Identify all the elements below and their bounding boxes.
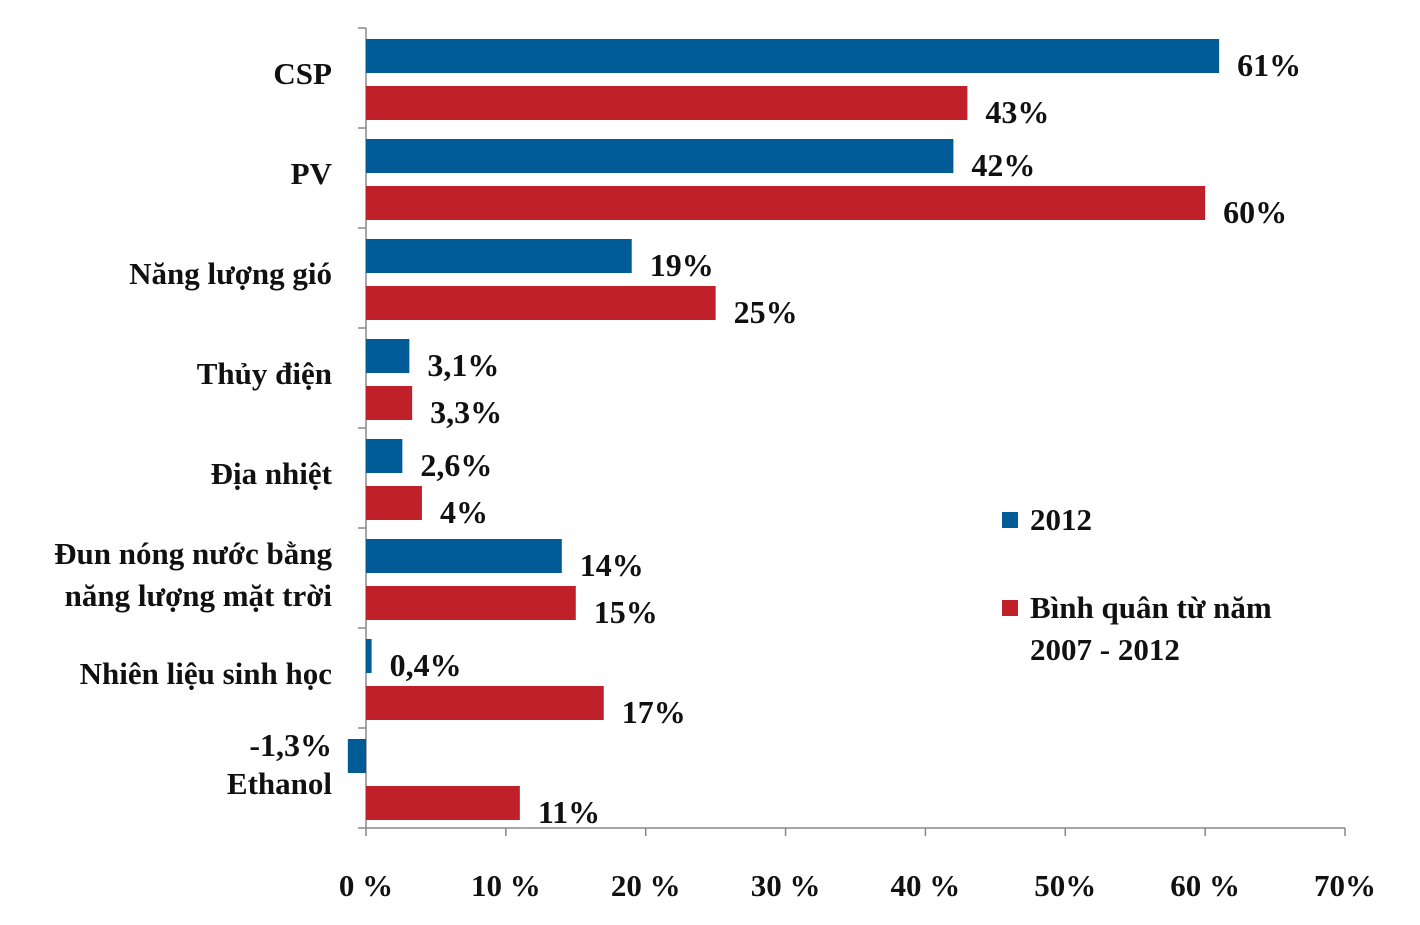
bar-2012-4: [366, 439, 403, 473]
category-label: PV: [290, 156, 332, 191]
data-label: 3,1%: [427, 347, 499, 383]
bar-average-1: [366, 186, 1206, 220]
category-label: Năng lượng gió: [129, 256, 332, 291]
category-label: Đun nóng nước bằng: [54, 536, 332, 571]
data-label: 19%: [650, 247, 714, 283]
x-tick-label: 70%: [1314, 868, 1376, 903]
x-tick-label: 0 %: [339, 868, 393, 903]
chart-tick-labels: 0 % 10 % 20 % 30 % 40 % 50% 60 % 70%: [339, 868, 1376, 903]
legend-label-2012: 2012: [1030, 502, 1092, 537]
x-tick-label: 60 %: [1170, 868, 1240, 903]
category-label: Ethanol: [226, 766, 332, 801]
x-tick-label: 50%: [1034, 868, 1096, 903]
category-label: Nhiên liệu sinh học: [79, 656, 332, 691]
category-label: Thủy điện: [196, 356, 332, 391]
data-label: 4%: [440, 494, 488, 530]
bar-average-3: [366, 386, 413, 420]
data-label: 15%: [594, 594, 658, 630]
bar-average-4: [366, 486, 422, 520]
bar-2012-2: [366, 239, 632, 273]
x-tick-label: 10 %: [471, 868, 541, 903]
bar-average-2: [366, 286, 716, 320]
data-label: 14%: [580, 547, 644, 583]
category-label: năng lượng mặt trời: [64, 578, 332, 613]
bar-2012-0: [366, 39, 1220, 73]
data-label: 17%: [622, 694, 686, 730]
bar-average-5: [366, 586, 576, 620]
x-tick-label: 20 %: [611, 868, 681, 903]
legend-label-average-line2: 2007 - 2012: [1030, 632, 1180, 667]
category-label: CSP: [273, 56, 332, 91]
bar-2012-3: [366, 339, 410, 373]
bar-2012-5: [366, 539, 562, 573]
data-label: 42%: [971, 147, 1035, 183]
category-label: Địa nhiệt: [210, 456, 332, 491]
chart-bars: [347, 39, 1220, 820]
data-label: 25%: [734, 294, 798, 330]
data-label: 2,6%: [420, 447, 492, 483]
data-label: 11%: [538, 794, 600, 830]
data-label: -1,3%: [249, 727, 332, 763]
x-tick-label: 40 %: [891, 868, 961, 903]
bar-average-0: [366, 86, 968, 120]
bar-2012-1: [366, 139, 954, 173]
bar-average-6: [366, 686, 604, 720]
legend-swatch-2012: [1002, 512, 1018, 528]
bar-2012-7: [347, 739, 366, 773]
x-tick-label: 30 %: [751, 868, 821, 903]
data-label: 3,3%: [430, 394, 502, 430]
bar-average-7: [366, 786, 520, 820]
data-label: 61%: [1237, 47, 1301, 83]
data-label: 0,4%: [390, 647, 462, 683]
chart-data-labels: 61% 42% 19% 3,1% 2,6% 14% 0,4% -1,3% 43% 60% 25% 3,…: [249, 47, 1301, 830]
legend-swatch-average: [1002, 600, 1018, 616]
data-label: 43%: [985, 94, 1049, 130]
legend-label-average-line1: Bình quân từ năm: [1030, 590, 1272, 625]
bar-2012-6: [366, 639, 372, 673]
data-label: 60%: [1223, 194, 1287, 230]
